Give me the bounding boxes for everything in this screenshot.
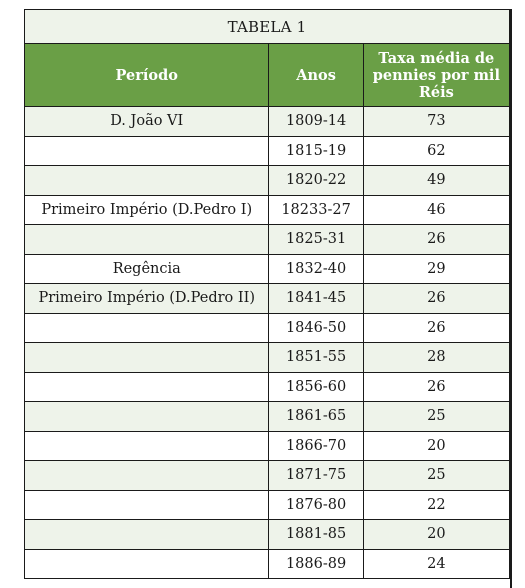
cell-years: 1825-31 (268, 224, 364, 255)
cell-years: 1866-70 (268, 430, 364, 461)
cell-period: D. João VI (23, 106, 270, 137)
cell-years: 1820-22 (268, 165, 364, 196)
table-row: 1851-55 28 (23, 342, 511, 373)
table-row: 1876-80 22 (23, 489, 511, 520)
cell-years: 1871-75 (268, 460, 364, 491)
cell-period (23, 489, 270, 520)
table-row: Regência 1832-40 29 (23, 253, 511, 284)
cell-rate: 25 (362, 401, 511, 432)
cell-years: 1815-19 (268, 135, 364, 166)
cell-years: 1841-45 (268, 283, 364, 314)
table-row: 1820-22 49 (23, 165, 511, 196)
cell-period (23, 519, 270, 550)
cell-rate: 29 (362, 253, 511, 284)
cell-rate: 46 (362, 194, 511, 225)
cell-rate: 25 (362, 460, 511, 491)
cell-period (23, 548, 270, 579)
table-row: 1886-89 24 (23, 548, 511, 579)
cell-rate: 49 (362, 165, 511, 196)
cell-period (23, 460, 270, 491)
cell-period: Primeiro Império (D.Pedro II) (23, 283, 270, 314)
table-row: D. João VI 1809-14 73 (23, 106, 511, 137)
cell-rate: 73 (362, 106, 511, 137)
data-table: TABELA 1 Período Anos Taxa média de penn… (23, 9, 511, 579)
table-row: 1856-60 26 (23, 371, 511, 402)
cell-rate: 26 (362, 224, 511, 255)
header-period: Período (23, 43, 270, 107)
table-body: TABELA 1 Período Anos Taxa média de penn… (23, 9, 511, 107)
table-row: 1846-50 26 (23, 312, 511, 343)
cell-rate: 20 (362, 519, 511, 550)
cell-years: 1846-50 (268, 312, 364, 343)
cell-years: 1881-85 (268, 519, 364, 550)
cell-rate: 24 (362, 548, 511, 579)
header-years: Anos (268, 43, 364, 107)
cell-years: 1876-80 (268, 489, 364, 520)
cell-period (23, 401, 270, 432)
cell-period (23, 165, 270, 196)
cell-period (23, 312, 270, 343)
cell-years: 1856-60 (268, 371, 364, 402)
table-title: TABELA 1 (24, 9, 510, 44)
table-row: Primeiro Império (D.Pedro I) 18233-27 46 (23, 194, 511, 225)
cell-period: Primeiro Império (D.Pedro I) (23, 194, 270, 225)
cell-period (23, 224, 270, 255)
cell-years: 1809-14 (268, 106, 364, 137)
header-rate: Taxa média de pennies por mil Réis (362, 43, 511, 107)
cell-rate: 22 (362, 489, 511, 520)
cell-years: 1832-40 (268, 253, 364, 284)
table-row: 1825-31 26 (23, 224, 511, 255)
cell-period (23, 371, 270, 402)
table-row: 1861-65 25 (23, 401, 511, 432)
table-row: 1871-75 25 (23, 460, 511, 491)
cell-years: 18233-27 (268, 194, 364, 225)
cell-rate: 26 (362, 312, 511, 343)
cell-period (23, 135, 270, 166)
cell-rate: 62 (362, 135, 511, 166)
table-row: 1866-70 20 (23, 430, 511, 461)
cell-period (23, 342, 270, 373)
table-title-row: TABELA 1 (24, 9, 510, 44)
table-header-row: Período Anos Taxa média de pennies por m… (23, 43, 511, 107)
cell-rate: 26 (362, 371, 511, 402)
cell-years: 1886-89 (268, 548, 364, 579)
cell-rate: 20 (362, 430, 511, 461)
table-row: Primeiro Império (D.Pedro II) 1841-45 26 (23, 283, 511, 314)
table-rows: D. João VI 1809-14 73 1815-19 62 1820-22 49 Pri… (23, 106, 511, 579)
table-row: 1815-19 62 (23, 135, 511, 166)
cell-years: 1861-65 (268, 401, 364, 432)
cell-years: 1851-55 (268, 342, 364, 373)
table-right-edge (510, 9, 512, 588)
cell-period: Regência (23, 253, 270, 284)
cell-period (23, 430, 270, 461)
cell-rate: 28 (362, 342, 511, 373)
table-row: 1881-85 20 (23, 519, 511, 550)
cell-rate: 26 (362, 283, 511, 314)
